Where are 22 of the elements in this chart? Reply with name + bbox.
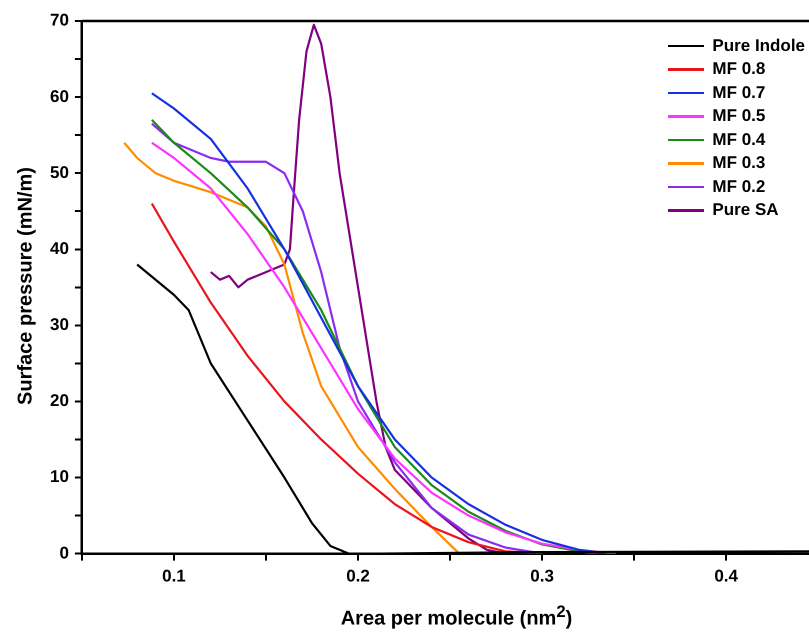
legend-label: MF 0.7	[712, 82, 766, 103]
y-tick-label: 40	[50, 238, 69, 258]
legend-label: MF 0.5	[712, 106, 766, 126]
x-tick-label: 0.1	[162, 566, 186, 586]
y-tick-label: 0	[59, 543, 69, 562]
legend-label: MF 0.4	[712, 130, 766, 150]
x-tick-label: 0.3	[530, 566, 554, 586]
y-tick-label: 50	[50, 162, 69, 182]
y-tick-label: 60	[50, 86, 69, 106]
legend-label: MF 0.2	[712, 176, 766, 197]
legend-label: MF 0.3	[712, 153, 766, 174]
x-tick-label: 0.2	[346, 566, 370, 586]
legend-label: MF 0.8	[712, 59, 766, 80]
y-tick-label: 10	[50, 467, 69, 486]
y-tick-label: 20	[50, 391, 69, 410]
y-tick-label: 70	[50, 10, 69, 30]
x-tick-label: 0.4	[714, 566, 739, 586]
y-tick-label: 30	[50, 315, 69, 334]
legend-label: Pure SA	[712, 200, 779, 220]
y-axis-title: Surface pressure (mN/m)	[14, 167, 38, 405]
legend-label: Pure Indole	[712, 36, 805, 56]
x-axis-title: Area per molecule (nm$^{2}$)	[340, 602, 574, 631]
